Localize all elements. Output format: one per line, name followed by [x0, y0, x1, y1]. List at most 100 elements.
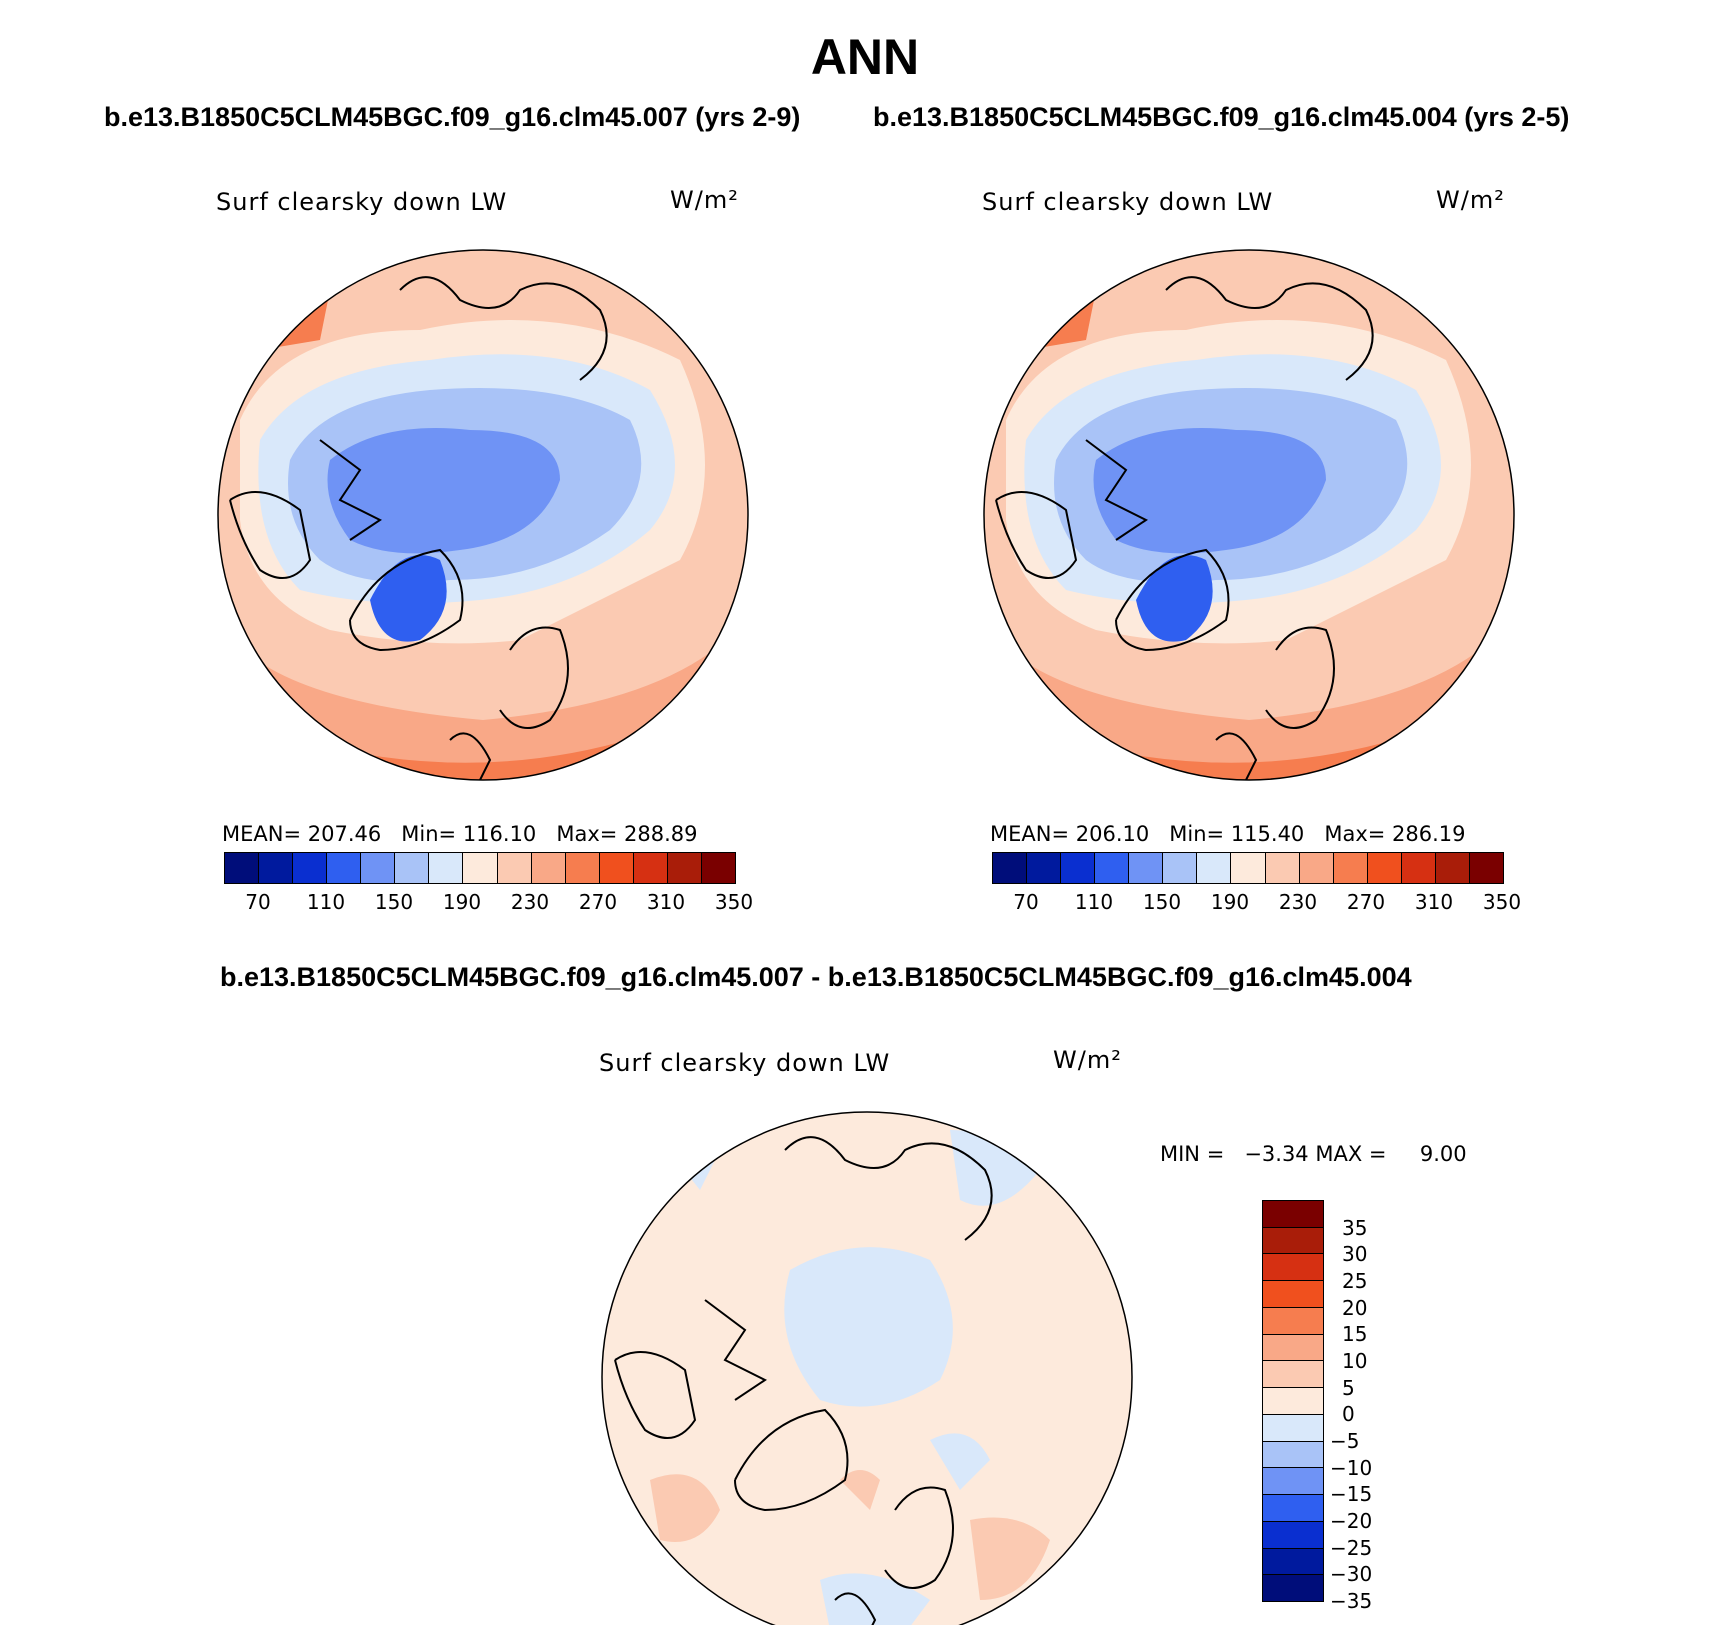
colorbar-left-ticks: 70 110 150 190 230 270 310 350	[224, 890, 753, 916]
colorbar-tick-label: 190	[1210, 890, 1250, 914]
diff-units: W/m²	[1053, 1046, 1122, 1074]
min-value: 116.10	[462, 822, 537, 846]
colorbar-right-ticks: 70 110 150 190 230 270 310 350	[992, 890, 1521, 916]
colorbar-swatch	[293, 853, 328, 883]
colorbar-swatch	[993, 853, 1028, 883]
colorbar-swatch	[531, 853, 566, 883]
colorbar-diff-ticks: 35 30 25 20 15 10 5 0 −5 −10 −15 −20 −25 −30 −35	[1330, 1200, 1420, 1613]
colorbar-tick-label: 25	[1342, 1269, 1368, 1293]
max-label: Max=	[556, 822, 618, 846]
colorbar-swatch	[1231, 853, 1266, 883]
max-label: Max=	[1324, 822, 1386, 846]
case-label-left: b.e13.B1850C5CLM45BGC.f09_g16.clm45.007 …	[104, 102, 801, 132]
colorbar-swatch	[599, 853, 634, 883]
colorbar-tick-label: −5	[1330, 1429, 1360, 1453]
colorbar-swatch	[259, 853, 294, 883]
colorbar-swatch	[701, 853, 735, 883]
colorbar-swatch	[1263, 1414, 1323, 1442]
colorbar-swatch	[565, 853, 600, 883]
colorbar-swatch	[1263, 1307, 1323, 1335]
colorbar-tick-label: 10	[1342, 1349, 1368, 1373]
colorbar-swatch	[327, 853, 362, 883]
colorbar-diff	[1262, 1200, 1324, 1602]
colorbar-swatch	[1263, 1521, 1323, 1549]
colorbar-tick-label: 270	[1346, 890, 1386, 914]
colorbar-right	[992, 852, 1504, 884]
colorbar-tick-label: 70	[245, 890, 271, 914]
colorbar-swatch	[1367, 853, 1402, 883]
colorbar-swatch	[1263, 1334, 1323, 1362]
page-title: ANN	[810, 29, 920, 85]
colorbar-swatch	[1263, 1227, 1323, 1255]
colorbar-tick-label: −15	[1330, 1482, 1373, 1507]
diff-variable: Surf clearsky down LW	[599, 1049, 891, 1077]
colorbar-swatch	[1263, 1254, 1323, 1282]
colorbar-swatch	[1469, 853, 1503, 883]
panel-left-variable: Surf clearsky down LW	[216, 188, 508, 216]
colorbar-swatch	[1299, 853, 1334, 883]
colorbar-swatch	[1061, 853, 1096, 883]
colorbar-tick-label: 270	[578, 890, 618, 914]
mean-label: MEAN=	[222, 822, 302, 846]
diff-case-label: b.e13.B1850C5CLM45BGC.f09_g16.clm45.007 …	[220, 962, 1412, 992]
colorbar-swatch	[1197, 853, 1232, 883]
colorbar-tick-label: 110	[1074, 890, 1114, 914]
colorbar-tick-label: 15	[1342, 1322, 1368, 1347]
colorbar-swatch	[429, 853, 464, 883]
diff-minmax: MIN = −3.34 MAX = 9.00	[1160, 1142, 1467, 1166]
colorbar-swatch	[1027, 853, 1062, 883]
colorbar-swatch	[1401, 853, 1436, 883]
min-value: 115.40	[1230, 822, 1305, 846]
colorbar-swatch	[633, 853, 668, 883]
panel-right-stats: MEAN= 206.10 Min= 115.40 Max= 286.19	[990, 822, 1466, 846]
colorbar-tick-label: 310	[1414, 890, 1454, 914]
mean-value: 206.10	[1075, 822, 1150, 846]
colorbar-swatch	[463, 853, 498, 883]
colorbar-tick-label: −10	[1330, 1455, 1373, 1480]
panel-right-variable: Surf clearsky down LW	[982, 188, 1274, 216]
colorbar-tick-label: 20	[1342, 1295, 1368, 1320]
colorbar-swatch	[1263, 1281, 1323, 1308]
min-label: Min=	[401, 822, 457, 846]
mean-label: MEAN=	[990, 822, 1070, 846]
panel-left-stats: MEAN= 207.46 Min= 116.10 Max= 288.89	[222, 822, 698, 846]
colorbar-tick-label: 310	[646, 890, 686, 914]
colorbar-swatch	[1263, 1575, 1323, 1602]
panel-right-units: W/m²	[1436, 186, 1505, 214]
colorbar-swatch	[1129, 853, 1164, 883]
colorbar-tick-label: 70	[1013, 890, 1039, 914]
colorbar-swatch	[225, 853, 260, 883]
colorbar-tick-label: 150	[374, 890, 414, 914]
colorbar-swatch	[1163, 853, 1198, 883]
colorbar-tick-label: 0	[1342, 1402, 1355, 1427]
min-label: Min=	[1169, 822, 1225, 846]
colorbar-tick-label: 150	[1142, 890, 1182, 914]
colorbar-tick-label: 230	[1278, 890, 1318, 914]
colorbar-swatch	[1265, 853, 1300, 883]
colorbar-swatch	[1263, 1441, 1323, 1469]
colorbar-tick-label: 350	[714, 890, 754, 914]
colorbar-tick-label: 30	[1342, 1242, 1368, 1267]
colorbar-swatch	[1263, 1468, 1323, 1496]
colorbar-tick-label: 350	[1482, 890, 1522, 914]
colorbar-tick-label: −30	[1330, 1562, 1373, 1587]
colorbar-tick-label: 5	[1342, 1375, 1355, 1400]
colorbar-swatch	[1333, 853, 1368, 883]
colorbar-swatch	[1263, 1495, 1323, 1522]
panel-left-units: W/m²	[670, 186, 739, 214]
colorbar-tick-label: −20	[1330, 1509, 1373, 1533]
colorbar-tick-label: −35	[1330, 1589, 1373, 1613]
colorbar-swatch	[395, 853, 430, 883]
max-value: 288.89	[624, 822, 698, 846]
case-label-right: b.e13.B1850C5CLM45BGC.f09_g16.clm45.004 …	[873, 102, 1570, 132]
max-value: 286.19	[1392, 822, 1466, 846]
colorbar-swatch	[1263, 1548, 1323, 1576]
colorbar-tick-label: 35	[1342, 1215, 1368, 1240]
colorbar-left	[224, 852, 736, 884]
colorbar-swatch	[1435, 853, 1470, 883]
colorbar-swatch	[1263, 1201, 1323, 1228]
colorbar-tick-label: 230	[510, 890, 550, 914]
colorbar-swatch	[1095, 853, 1130, 883]
colorbar-swatch	[497, 853, 532, 883]
